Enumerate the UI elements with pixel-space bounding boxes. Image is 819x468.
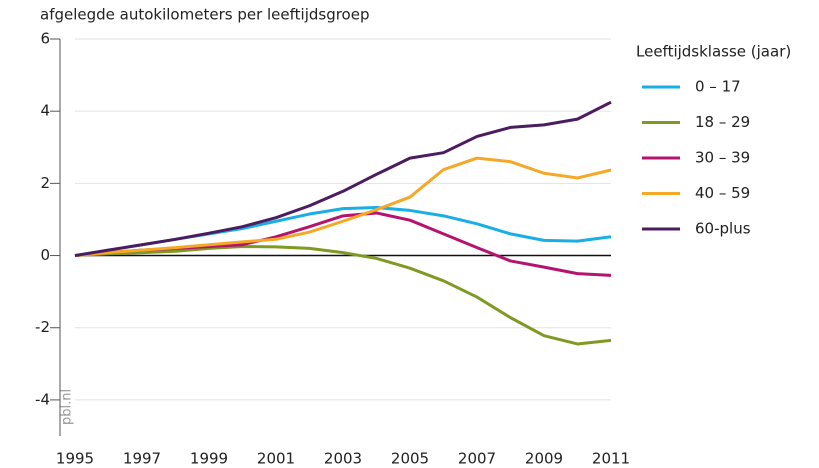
legend-label: 60-plus [695, 220, 751, 238]
legend-title: Leeftijdsklasse (jaar) [636, 43, 791, 61]
legend-label: 30 – 39 [695, 149, 750, 167]
x-tick-label: 2009 [525, 450, 563, 468]
legend-label: 0 – 17 [695, 78, 741, 96]
x-tick-label: 1995 [56, 450, 94, 468]
y-tick-label: 6 [40, 30, 50, 48]
x-tick-label: 1999 [190, 450, 228, 468]
y-tick-label: 0 [40, 246, 50, 264]
x-tick-label: 2011 [592, 450, 630, 468]
x-tick-label: 2003 [324, 450, 362, 468]
y-tick-label: -2 [35, 318, 50, 336]
legend-label: 18 – 29 [695, 113, 750, 131]
series-line [74, 100, 612, 258]
y-tick-label: -4 [35, 390, 50, 408]
x-tick-label: 2005 [391, 450, 429, 468]
y-tick-label: 2 [40, 174, 50, 192]
x-tick-label: 2007 [458, 450, 496, 468]
x-tick-label: 2001 [257, 450, 295, 468]
series-line [74, 156, 612, 258]
series-line [74, 245, 612, 346]
source-label: pbl.nl [60, 389, 75, 425]
legend-label: 40 – 59 [695, 184, 750, 202]
chart-title: afgelegde autokilometers per leeftijdsgr… [40, 6, 369, 24]
x-tick-label: 1997 [123, 450, 161, 468]
y-tick-label: 4 [40, 102, 50, 120]
